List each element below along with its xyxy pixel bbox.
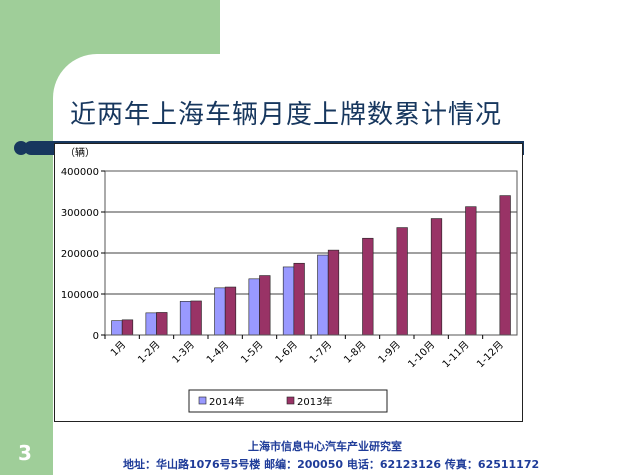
x-tick-label: 1-6月	[273, 339, 300, 366]
x-tick-label: 1-2月	[136, 339, 163, 366]
x-tick-label: 1月	[108, 339, 128, 359]
x-tick-label: 1-10月	[406, 339, 438, 371]
bar-chart: （辆） 0 100000 200000 300000 400000 1月 1-2月 1-3月…	[61, 146, 518, 413]
x-tick-label: 1-3月	[170, 339, 197, 366]
x-tick-label: 1-5月	[239, 339, 266, 366]
y-unit-label: （辆）	[65, 146, 95, 159]
y-tick-label: 0	[93, 331, 99, 342]
legend-swatch	[198, 396, 207, 405]
legend-label: 2014年	[209, 395, 244, 408]
y-tick-label: 200000	[61, 249, 99, 260]
bar-2014年-1-6月	[282, 266, 295, 336]
x-tick-label: 1-12月	[474, 339, 506, 371]
x-tick-label: 1-7月	[307, 339, 334, 366]
bar-2013年-1-11月	[465, 206, 477, 336]
bar-2013年-1-10月	[430, 218, 443, 336]
bar-2013年-1-3月	[190, 300, 202, 336]
bar-2014年-1-5月	[248, 278, 260, 336]
page-number: 3	[18, 441, 32, 465]
bar-2014年-1-2月	[145, 312, 157, 336]
bar-2013年-1-2月	[156, 312, 168, 336]
chart-legend: 2014年 2013年	[188, 389, 388, 413]
x-tick-label: 1-4月	[204, 339, 231, 366]
bar-2014年-1月	[111, 320, 123, 336]
bar-2013年-1-8月	[362, 237, 374, 336]
bar-2013年-1-5月	[259, 275, 271, 336]
bar-2013年-1月	[121, 319, 134, 336]
x-tick-label: 1-9月	[376, 339, 403, 366]
legend-label: 2013年	[297, 395, 332, 408]
x-tick-label: 1-8月	[342, 339, 369, 366]
bar-2013年-1-12月	[499, 195, 511, 336]
slide-title: 近两年上海车辆月度上牌数累计情况	[70, 100, 503, 130]
bar-2014年-1-3月	[179, 301, 192, 336]
legend-swatch	[286, 396, 295, 405]
bar-2013年-1-6月	[293, 262, 305, 336]
bar-2014年-1-4月	[214, 287, 226, 336]
footer-contact-info: 地址：华山路1076号5号楼 邮编：200050 电话：62123126 传真：…	[123, 458, 540, 471]
chart-container: （辆） 0 100000 200000 300000 400000 1月 1-2月 1-3月…	[54, 143, 523, 422]
white-top-area	[220, 0, 631, 60]
bar-2013年-1-7月	[327, 249, 340, 336]
y-tick-label: 300000	[61, 208, 99, 219]
y-tick-label: 100000	[61, 290, 99, 301]
bar-2014年-1-7月	[317, 254, 329, 336]
y-tick-label: 400000	[61, 167, 99, 178]
x-tick-label: 1-11月	[440, 339, 472, 371]
bar-2013年-1-9月	[396, 227, 408, 336]
footer-organization: 上海市信息中心汽车产业研究室	[248, 440, 402, 453]
bar-2013年-1-4月	[224, 286, 237, 336]
